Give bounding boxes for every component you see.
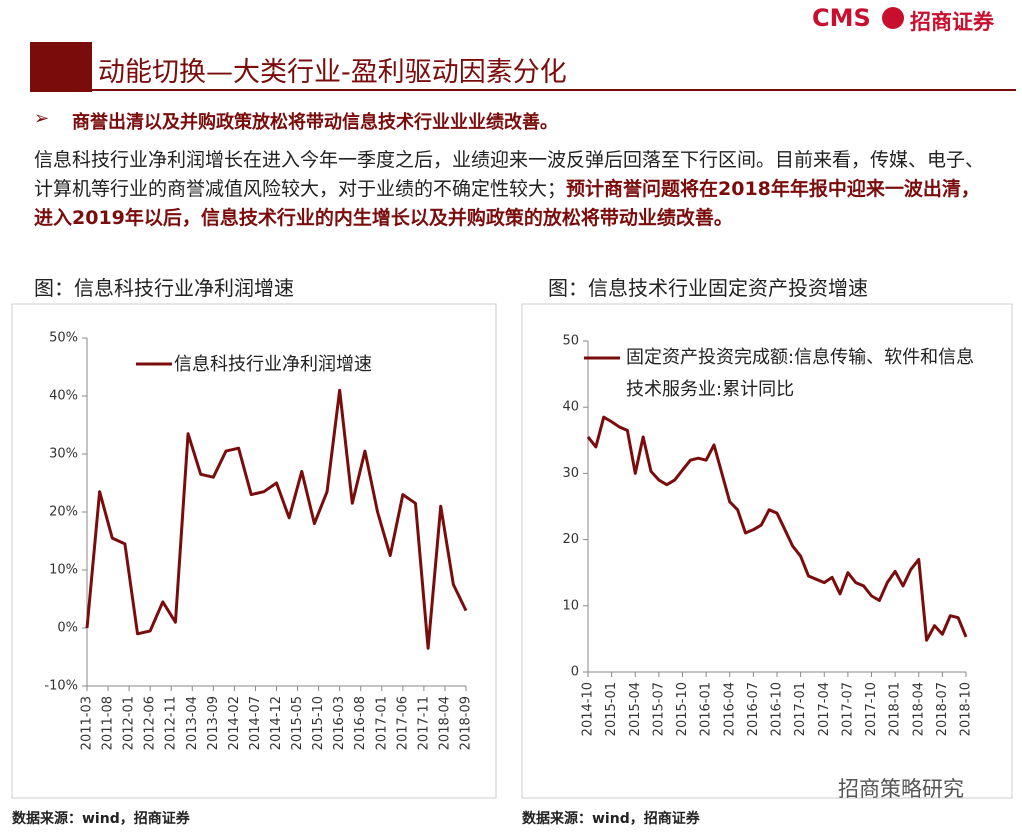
source: 数据来源：wind，招商证券 xyxy=(522,811,700,827)
x-tick-label: 2016-01 xyxy=(699,682,714,736)
x-tick-label: 2015-01 xyxy=(604,682,619,736)
x-tick-label: 2015-07 xyxy=(651,682,666,736)
x-tick-label: 2016-03 xyxy=(332,696,347,750)
x-tick-label: 2014-12 xyxy=(269,696,284,750)
y-tick-label: 40% xyxy=(49,389,78,404)
x-tick-label: 2017-04 xyxy=(817,682,832,736)
x-tick-label: 2013-04 xyxy=(185,696,200,750)
y-tick-label: 30 xyxy=(562,466,579,481)
y-tick-label: 0 xyxy=(571,665,579,680)
x-tick-label: 2012-06 xyxy=(143,696,158,750)
header-block xyxy=(30,42,92,92)
chart-frame xyxy=(521,303,1013,799)
x-tick-label: 2017-11 xyxy=(416,696,431,750)
y-tick-label: 20% xyxy=(49,505,78,520)
y-tick-label: 0% xyxy=(57,621,78,636)
paragraph: 信息科技行业净利润增长在进入今年一季度之后，业绩迎来一波反弹后回落至下行区间。目… xyxy=(34,146,984,233)
y-tick-label: -10% xyxy=(44,679,78,694)
y-tick-label: 10 xyxy=(562,598,579,613)
x-tick-label: 2016-07 xyxy=(746,682,761,736)
paragraph-bold: 预计商誉问题将在2018年年报中迎来一波出清，进入2019年以后，信息技术行业的… xyxy=(34,178,980,229)
legend-label: 信息科技行业净利润增速 xyxy=(174,354,372,375)
source: 数据来源：wind，招商证券 xyxy=(12,811,190,827)
y-tick-label: 30% xyxy=(49,447,78,462)
x-tick-label: 2018-07 xyxy=(935,682,950,736)
x-tick-label: 2016-04 xyxy=(722,682,737,736)
x-tick-label: 2015-10 xyxy=(675,682,690,736)
chart-caption: 图：信息技术行业固定资产投资增速 xyxy=(548,276,868,300)
x-tick-label: 2012-01 xyxy=(122,696,137,750)
x-tick-label: 2015-10 xyxy=(311,696,326,750)
x-tick-label: 2011-03 xyxy=(80,696,95,750)
y-tick-label: 20 xyxy=(562,532,579,547)
x-tick-label: 2014-07 xyxy=(248,696,263,750)
x-tick-label: 2018-09 xyxy=(459,696,474,750)
logo-icon xyxy=(882,7,904,29)
x-tick-label: 2011-08 xyxy=(101,696,116,750)
logo-name: 招商证券 xyxy=(910,10,994,34)
x-tick-label: 2016-10 xyxy=(770,682,785,736)
legend-label: 固定资产投资完成额:信息传输、软件和信息技术服务业:累计同比 xyxy=(626,347,975,400)
bullet: 商誉出清以及并购政策放松将带动信息技术行业业业绩改善。 xyxy=(72,112,558,133)
y-tick-label: 40 xyxy=(562,400,579,415)
x-tick-label: 2017-01 xyxy=(793,682,808,736)
y-tick-label: 50 xyxy=(562,334,579,349)
series-line xyxy=(85,388,468,650)
x-tick-label: 2018-01 xyxy=(888,682,903,736)
x-tick-label: 2014-10 xyxy=(581,682,596,736)
x-tick-label: 2013-09 xyxy=(206,696,221,750)
paragraph-normal: 信息科技行业净利润增长在进入今年一季度之后，业绩迎来一波反弹后回落至下行区间。目… xyxy=(34,149,985,200)
x-tick-label: 2015-04 xyxy=(628,682,643,736)
x-tick-label: 2017-07 xyxy=(840,682,855,736)
x-tick-label: 2012-11 xyxy=(164,696,179,750)
x-tick-label: 2018-10 xyxy=(959,682,974,736)
x-tick-label: 2017-01 xyxy=(374,696,389,750)
logo-mark: CMS xyxy=(812,4,871,32)
x-tick-label: 2017-06 xyxy=(395,696,410,750)
series-line xyxy=(586,415,968,642)
watermark: 招商策略研究 xyxy=(838,777,964,801)
x-tick-label: 2016-08 xyxy=(353,696,368,750)
x-tick-label: 2014-02 xyxy=(227,696,242,750)
y-tick-label: 10% xyxy=(49,563,78,578)
x-tick-label: 2018-04 xyxy=(437,696,452,750)
bullet-marker: ➢ xyxy=(34,108,50,129)
x-tick-label: 2018-04 xyxy=(911,682,926,736)
y-tick-label: 50% xyxy=(49,331,78,346)
x-tick-label: 2015-05 xyxy=(290,696,305,750)
header-title: 动能切换—大类行业-盈利驱动因素分化 xyxy=(98,57,567,88)
x-tick-label: 2017-10 xyxy=(864,682,879,736)
chart-caption: 图：信息科技行业净利润增速 xyxy=(34,276,294,300)
